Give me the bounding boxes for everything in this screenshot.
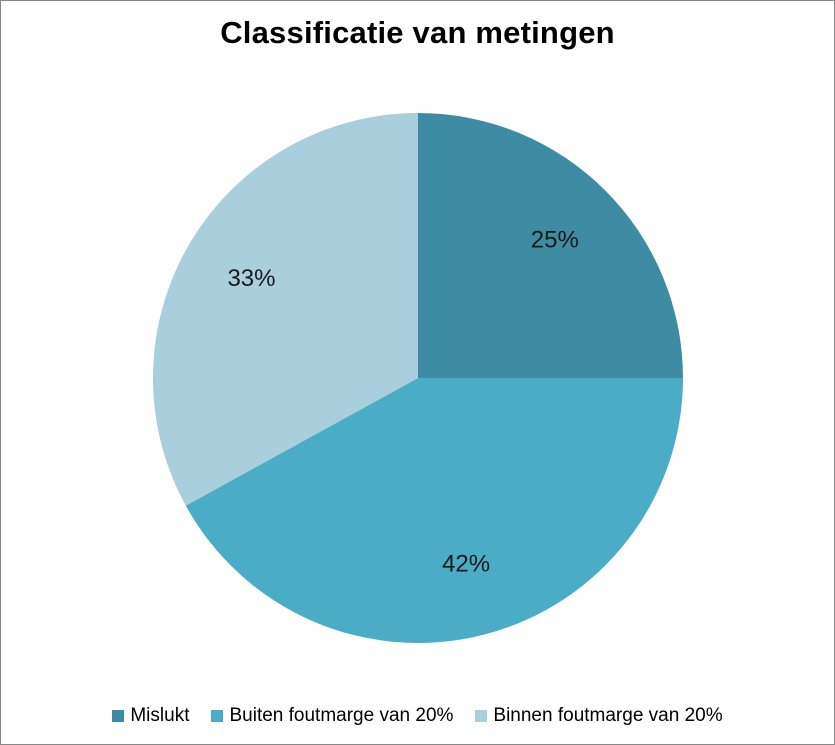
legend-label-buiten-foutmarge: Buiten foutmarge van 20%: [229, 705, 454, 726]
pie-slice-mislukt: [418, 113, 683, 378]
legend-label-mislukt: Mislukt: [130, 705, 190, 726]
legend-label-binnen-foutmarge: Binnen foutmarge van 20%: [493, 705, 723, 726]
pie-slices: [152, 113, 683, 644]
pie-slice-binnen-foutmarge: [152, 113, 418, 506]
legend-swatch-buiten-foutmarge: [211, 710, 224, 722]
legend-swatch-mislukt: [112, 710, 125, 722]
pie-data-labels: 25% 42% 33%: [227, 227, 578, 578]
data-label-mislukt: 25%: [531, 227, 579, 254]
data-label-buiten-foutmarge: 42%: [442, 551, 490, 578]
legend-swatch-binnen-foutmarge: [475, 710, 488, 722]
legend-item-binnen-foutmarge: Binnen foutmarge van 20%: [475, 705, 723, 727]
legend-item-mislukt: Mislukt: [112, 705, 189, 727]
data-label-binnen-foutmarge: 33%: [227, 265, 275, 292]
legend-item-buiten-foutmarge: Buiten foutmarge van 20%: [211, 705, 453, 727]
pie-slice-buiten-foutmarge: [185, 378, 683, 644]
chart-title: Classificatie van metingen: [220, 15, 615, 50]
legend: Mislukt Buiten foutmarge van 20% Binnen …: [1, 705, 834, 727]
